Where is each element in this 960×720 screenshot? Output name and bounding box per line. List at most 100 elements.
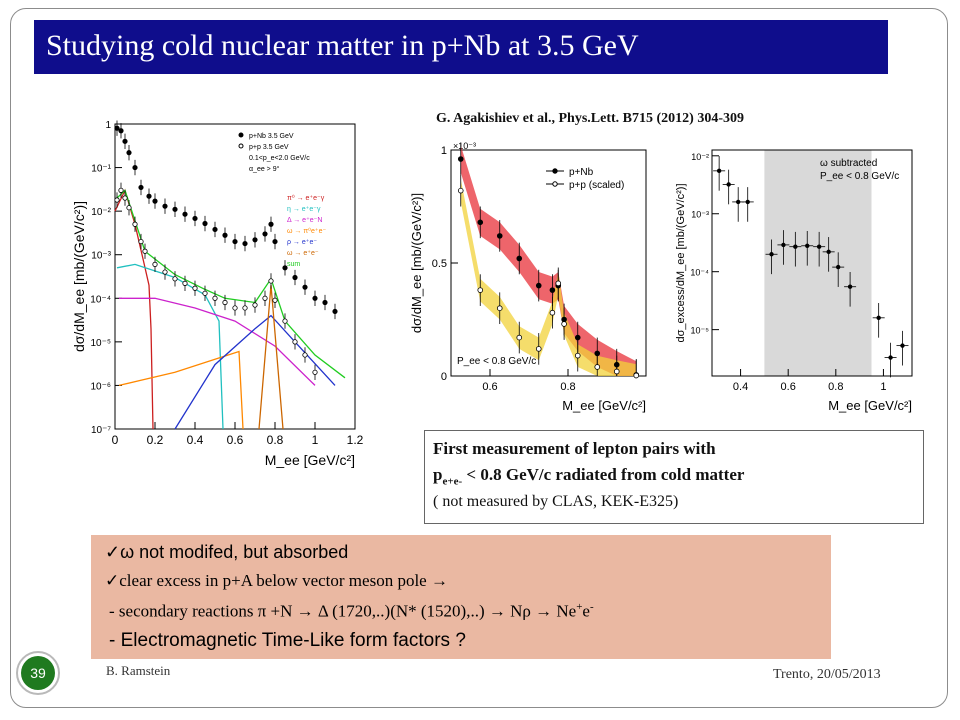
data-point <box>574 352 581 359</box>
slide-number: 39 <box>21 656 55 690</box>
data-point <box>633 372 640 379</box>
data-point <box>888 355 893 360</box>
data-point <box>516 255 523 262</box>
data-point <box>561 321 567 327</box>
data-point <box>182 280 188 286</box>
right-chart: 0.4 0.6 0.8 1 10⁻⁵ 10⁻⁴ 10⁻³ 10⁻² M_ee [GeV/c²] d… <box>675 149 913 413</box>
data-point <box>332 308 338 315</box>
middle-chart: ×10⁻³ 0.6 0.8 0 0.5 1 M_ee [GeV/c²] dσ/dM_ee [m… <box>409 141 647 413</box>
data-point <box>594 364 601 370</box>
data-point <box>613 368 620 375</box>
x-axis-label: M_ee [GeV/c²] <box>828 398 912 413</box>
data-point <box>146 193 152 199</box>
data-point <box>152 198 158 204</box>
data-point <box>457 156 464 162</box>
legend-label: 0.1<p_e<2.0 GeV/c <box>249 155 310 162</box>
legend-label: α_ee > 9° <box>249 165 280 173</box>
data-point <box>781 242 786 248</box>
legend-label: p+p 3.5 GeV <box>249 144 289 151</box>
check-icon: ✓ <box>105 542 121 562</box>
annotation: P_ee < 0.8 GeV/c <box>457 356 536 367</box>
note-1-text: not modifed, but absorbed <box>134 542 349 562</box>
data-point <box>126 150 132 156</box>
data-point <box>745 199 750 205</box>
note-2-text: clear excess in p+A below vector meson p… <box>119 571 448 590</box>
y-tick-label: 10⁻² <box>691 152 709 162</box>
note-3-mid: e <box>582 601 590 621</box>
data-point <box>172 206 178 212</box>
legend-label: p+Nb 3.5 GeV <box>249 133 294 140</box>
y-tick-label: 10⁻¹ <box>91 164 111 175</box>
legend-label: Δ → e⁺e⁻N <box>287 217 322 224</box>
y-tick-label: 10⁻² <box>91 207 111 218</box>
x-tick-label: 0.4 <box>733 381 748 393</box>
note-1: ✓ω not modifed, but absorbed <box>105 542 348 563</box>
data-point <box>122 195 128 201</box>
y-tick-label: 0.5 <box>432 258 447 270</box>
slide-number-badge: 39 <box>16 651 60 695</box>
info-rest: < 0.8 GeV/c radiated from cold matter <box>462 465 745 484</box>
data-point <box>535 282 542 289</box>
x-tick-label: 0.6 <box>482 381 497 393</box>
x-axis-label: M_ee [GeV/c²] <box>562 398 646 413</box>
legend-label: sum <box>287 261 300 268</box>
data-point <box>242 240 248 247</box>
data-point <box>202 290 208 296</box>
legend-label: ρ → e⁺e⁻ <box>287 239 317 246</box>
legend-marker <box>238 143 244 149</box>
data-point <box>138 184 144 191</box>
eta-dalitz-curve <box>116 263 224 430</box>
y-axis-label: dσ/dM_ee [mb/(GeV/c²)] <box>71 201 87 352</box>
y-tick-label: 10⁻⁷ <box>91 425 111 436</box>
info-box: First measurement of lepton pairs with p… <box>424 430 924 524</box>
data-point <box>252 237 258 243</box>
data-point <box>805 243 810 248</box>
data-point <box>118 128 124 134</box>
pnb-band <box>460 145 637 376</box>
x-tick-label: 0.4 <box>187 433 204 447</box>
plot-frame <box>711 149 913 377</box>
x-tick-label: 0.6 <box>227 433 244 447</box>
data-point <box>793 244 798 249</box>
legend-label: p+p (scaled) <box>569 180 624 191</box>
data-point <box>252 302 258 308</box>
data-point <box>835 264 841 270</box>
data-point <box>516 334 523 341</box>
y-tick-label: 10⁻³ <box>691 210 709 220</box>
x-tick-label: 0 <box>112 433 119 447</box>
y-tick-label: 0 <box>441 371 447 383</box>
delta-dalitz-curve <box>119 297 316 386</box>
data-point <box>302 284 308 290</box>
data-point <box>232 238 238 245</box>
data-point <box>152 261 158 267</box>
data-point <box>202 220 208 227</box>
legend-marker <box>238 132 244 138</box>
legend-marker <box>552 168 558 174</box>
check-icon: ✓ <box>105 571 120 590</box>
data-point <box>292 339 298 345</box>
data-point <box>735 199 741 205</box>
plot-frame <box>114 123 356 430</box>
data-point <box>126 205 132 211</box>
data-point <box>477 287 484 293</box>
title-bar: Studying cold nuclear matter in p+Nb at … <box>34 20 888 74</box>
data-point <box>496 233 503 239</box>
x-tick-label: 0.2 <box>147 433 164 447</box>
x-tick-label: 0.8 <box>828 381 843 393</box>
data-point <box>726 182 731 187</box>
data-point <box>272 297 278 303</box>
data-point <box>272 238 278 245</box>
data-point <box>716 168 722 174</box>
data-point <box>900 343 905 348</box>
place-date: Trento, 20/05/2013 <box>773 667 881 682</box>
y-multiplier: ×10⁻³ <box>453 141 476 151</box>
data-point <box>212 226 218 233</box>
note-4: - Electromagnetic Time-Like form factors… <box>109 630 466 651</box>
data-point <box>549 287 556 293</box>
legend-label: ω → π⁰e⁺e⁻ <box>287 227 326 235</box>
data-point <box>574 334 581 341</box>
data-point <box>457 187 464 194</box>
x-tick-label: 1 <box>880 381 886 393</box>
data-point <box>535 346 542 352</box>
data-point <box>122 138 128 144</box>
